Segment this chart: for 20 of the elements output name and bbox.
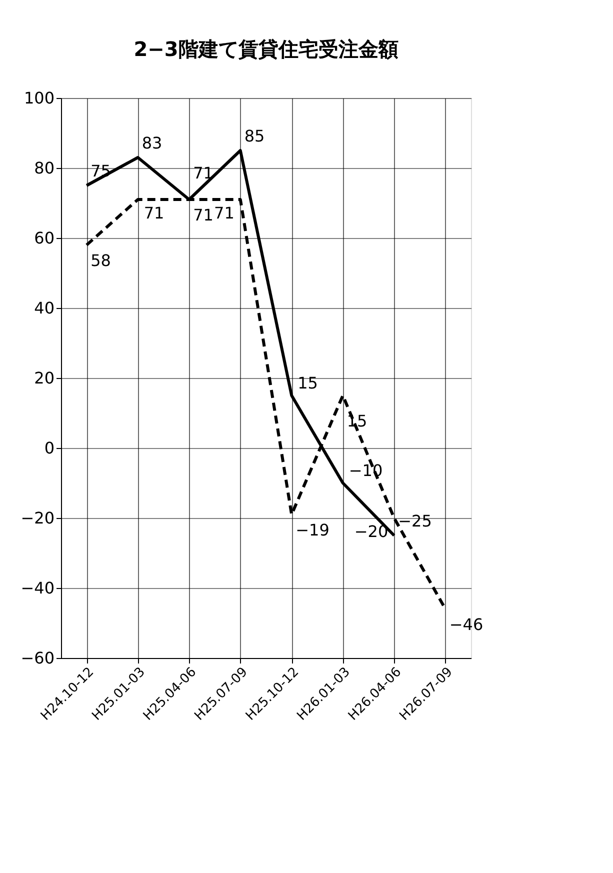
y-tick-label: 40	[34, 298, 54, 318]
data-label: 58	[90, 251, 111, 270]
y-tick-label: −60	[20, 648, 54, 668]
y-tick-label: 0	[44, 438, 54, 458]
data-label: 71	[214, 204, 234, 222]
data-label: 83	[142, 134, 162, 152]
y-tick-label: −20	[20, 508, 54, 528]
data-label: 71	[144, 204, 164, 222]
data-label: −46	[449, 615, 484, 634]
y-tick-label: 100	[24, 88, 54, 108]
data-label: 15	[298, 374, 318, 392]
data-label: 71	[193, 206, 214, 224]
data-label: −19	[296, 520, 330, 540]
chart-title: 2−3階建て賃貸住宅受注金額	[134, 37, 398, 61]
y-tick-label: 60	[34, 228, 54, 248]
data-label: −25	[398, 512, 432, 530]
data-label: 85	[244, 126, 265, 146]
y-tick-label: 80	[34, 158, 54, 178]
y-tick-label: 20	[34, 368, 54, 388]
y-tick-label: −40	[20, 578, 54, 598]
